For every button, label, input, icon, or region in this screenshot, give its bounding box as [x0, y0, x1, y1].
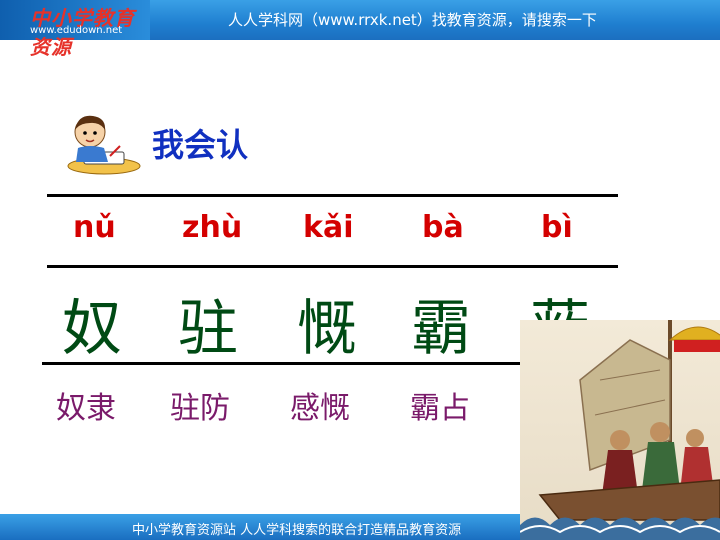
site-logo[interactable]: 中小学教育资源 www.edudown.net: [0, 0, 150, 59]
warship-illustration: [520, 320, 720, 540]
section-title: 我会认: [152, 126, 249, 164]
word-nuli: 奴隶: [56, 391, 116, 426]
character-zhu: 驻: [178, 294, 238, 364]
character-nu: 奴: [62, 294, 122, 364]
pinyin-kai: kǎi: [303, 210, 354, 245]
word-bazhan: 霸占: [410, 391, 470, 426]
top-banner: 中小学教育资源 www.edudown.net 人人学科网（www.rrxk.n…: [0, 0, 720, 59]
divider-bottom: [42, 362, 522, 365]
pinyin-zhu: zhù: [182, 210, 243, 245]
divider-top: [47, 194, 618, 197]
pinyin-ba: bà: [422, 210, 464, 245]
character-kai: 慨: [297, 294, 357, 364]
logo-url: www.edudown.net: [30, 25, 123, 36]
footer-text: 中小学教育资源站 人人学科搜索的联合打造精品教育资源: [132, 523, 462, 538]
word-ganka: 感慨: [290, 391, 350, 426]
character-ba: 霸: [411, 294, 471, 364]
logo-text: 中小学教育资源: [30, 6, 135, 59]
pinyin-nu: nǔ: [73, 210, 116, 245]
divider-middle: [47, 265, 618, 268]
word-zhufang: 驻防: [170, 391, 230, 426]
pinyin-bi: bì: [541, 210, 573, 245]
banner-text: 人人学科网（www.rrxk.net）找教育资源，请搜索一下: [228, 11, 597, 29]
kid-writing-icon: [67, 115, 141, 175]
